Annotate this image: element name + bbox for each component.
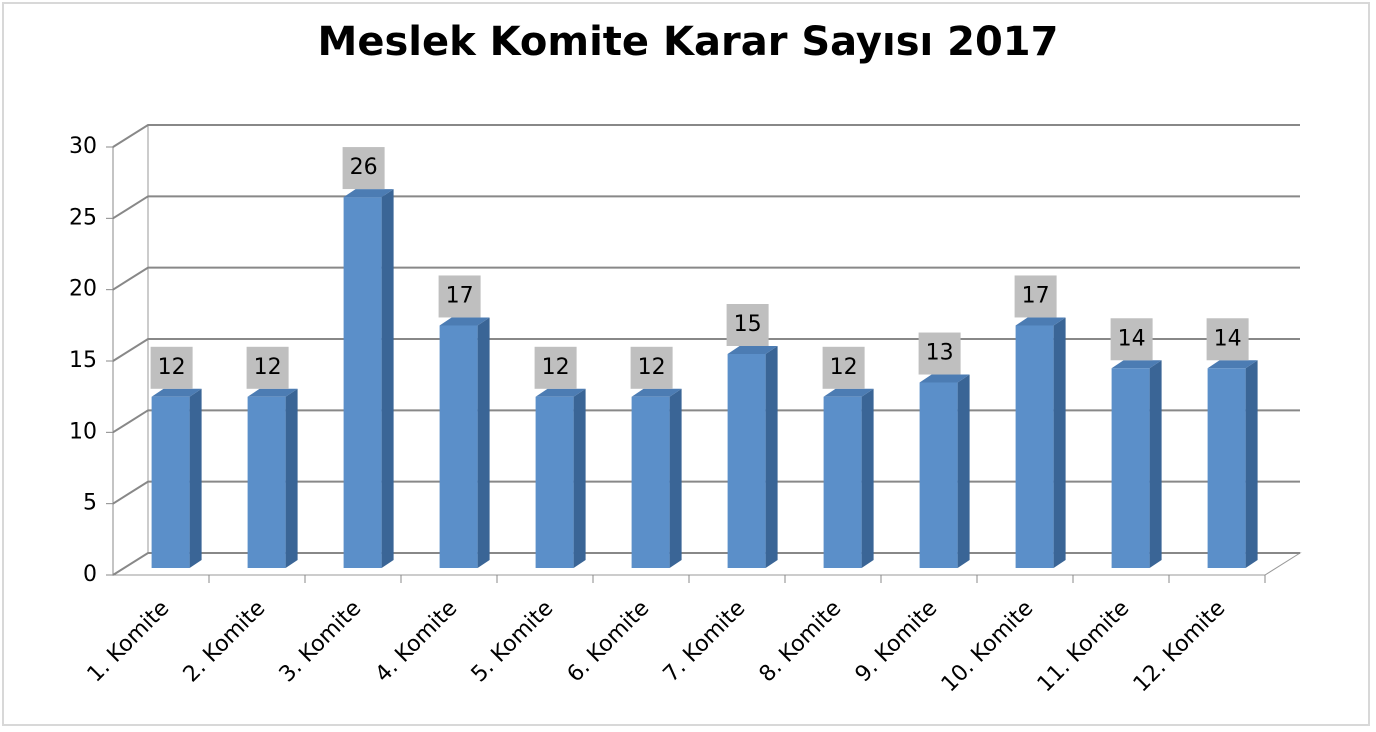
bar: [1207, 360, 1258, 568]
value-label-box: [1014, 275, 1057, 318]
bar: [919, 374, 970, 568]
bar-face: [247, 388, 298, 397]
value-label-box: [438, 275, 481, 318]
bar-face: [1207, 360, 1258, 369]
bar: [631, 388, 682, 568]
bar: [535, 388, 586, 568]
bar-face: [957, 374, 970, 568]
value-label-box: [534, 346, 577, 389]
grid-line: [112, 552, 1300, 576]
bar: [151, 388, 202, 568]
bar-face: [535, 396, 574, 568]
value-label-box: [1206, 318, 1249, 361]
bar-face: [477, 317, 490, 568]
bar-face: [151, 396, 190, 568]
y-tick-label: 10: [69, 419, 97, 444]
value-label: 12: [254, 355, 282, 380]
bar: [247, 388, 298, 568]
bar-face: [765, 346, 778, 568]
bar-face: [343, 197, 382, 569]
value-label: 15: [734, 312, 762, 337]
value-label-box: [246, 346, 289, 389]
bar-face: [1015, 317, 1066, 326]
bar: [343, 189, 394, 569]
bar-face: [439, 317, 490, 326]
bar-face: [727, 354, 766, 568]
y-tick-label: 15: [69, 348, 97, 373]
bar-face: [151, 388, 202, 397]
bar-face: [1207, 368, 1246, 568]
chart-title: Meslek Komite Karar Sayısı 2017: [318, 19, 1059, 65]
bar: [727, 346, 778, 568]
bar-face: [823, 388, 874, 397]
bar-face: [861, 388, 874, 568]
bar-face: [1111, 368, 1150, 568]
value-label-box: [1110, 318, 1153, 361]
bar-face: [631, 396, 670, 568]
bar-face: [535, 388, 586, 397]
bar-face: [285, 388, 298, 568]
bar-face: [381, 189, 394, 569]
bar-face: [919, 374, 970, 383]
value-label: 14: [1214, 326, 1242, 351]
bar: [1111, 360, 1162, 568]
value-label: 13: [926, 341, 954, 366]
value-label: 26: [350, 155, 378, 180]
grid-line: [112, 124, 1300, 148]
bar-face: [727, 346, 778, 354]
bar: [823, 388, 874, 568]
y-tick-label: 5: [83, 491, 97, 516]
grid-line: [112, 195, 1300, 220]
value-label-box: [150, 346, 193, 389]
value-label-box: [726, 304, 769, 346]
bar-face: [669, 388, 682, 568]
value-label: 12: [830, 355, 858, 380]
bar-face: [573, 388, 586, 568]
y-tick-label: 25: [69, 205, 97, 230]
bar: [439, 317, 490, 568]
grid-line: [112, 266, 1300, 291]
grid-line: [112, 409, 1300, 434]
value-label-box: [918, 332, 961, 375]
value-label-box: [630, 346, 673, 389]
bar-face: [1111, 360, 1162, 369]
y-tick-label: 0: [83, 562, 97, 587]
bar-face: [1245, 360, 1258, 568]
y-tick-label: 20: [69, 277, 97, 302]
bar-face: [1053, 317, 1066, 568]
value-label: 12: [158, 355, 186, 380]
grid-line: [112, 480, 1300, 505]
grid-line: [112, 338, 1300, 362]
bar-face: [439, 325, 478, 568]
value-label: 17: [446, 283, 474, 308]
y-tick-label: 30: [69, 134, 97, 159]
value-label-box: [822, 346, 865, 389]
bar: [1015, 317, 1066, 568]
bar-face: [1149, 360, 1162, 568]
bar-face: [919, 382, 958, 568]
bar-face: [631, 388, 682, 397]
value-label: 17: [1022, 283, 1050, 308]
value-label: 12: [542, 355, 570, 380]
bar-face: [1015, 325, 1054, 568]
value-label-box: [342, 147, 385, 190]
bar-face: [247, 396, 286, 568]
value-label: 12: [638, 355, 666, 380]
bar-face: [189, 388, 202, 568]
value-label: 14: [1118, 326, 1146, 351]
bar-face: [343, 189, 394, 198]
bar-face: [823, 396, 862, 568]
